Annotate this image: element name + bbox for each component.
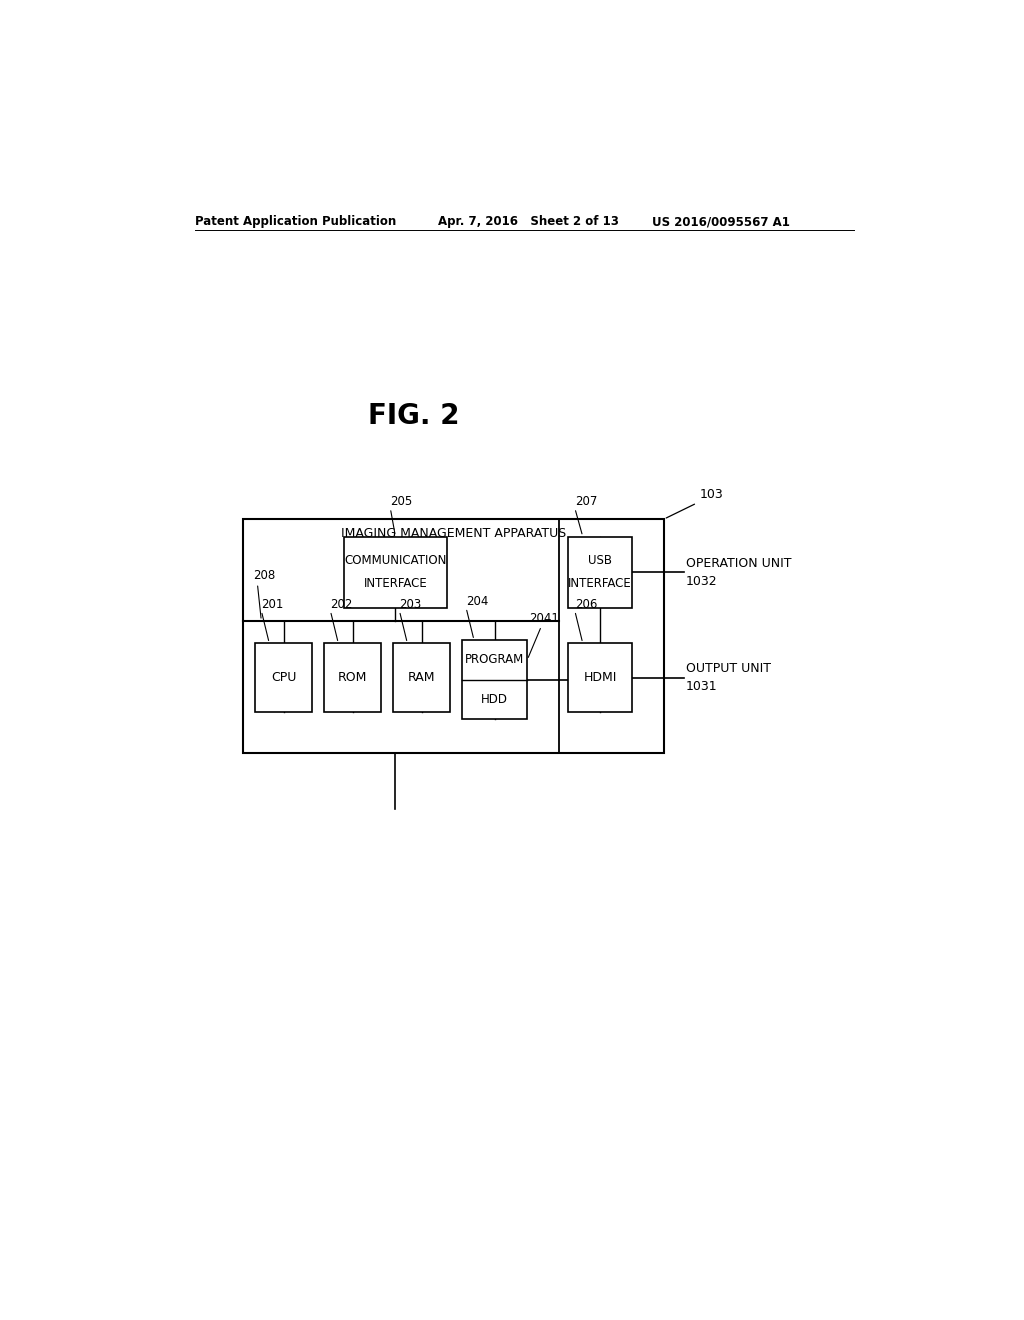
Text: Patent Application Publication: Patent Application Publication (196, 215, 396, 228)
Text: RAM: RAM (408, 672, 435, 684)
Bar (393, 643, 451, 713)
Bar (568, 643, 632, 713)
Bar (568, 536, 632, 607)
Bar (255, 643, 312, 713)
Bar (344, 536, 447, 607)
Text: 205: 205 (390, 495, 413, 508)
Text: US 2016/0095567 A1: US 2016/0095567 A1 (652, 215, 790, 228)
Text: USB: USB (588, 554, 612, 568)
Text: COMMUNICATION: COMMUNICATION (344, 554, 446, 568)
Text: FIG. 2: FIG. 2 (368, 403, 460, 430)
Text: 103: 103 (699, 488, 723, 500)
Bar (243, 519, 664, 752)
Text: 206: 206 (574, 598, 597, 611)
Text: INTERFACE: INTERFACE (364, 577, 427, 590)
Text: IMAGING MANAGEMENT APPARATUS: IMAGING MANAGEMENT APPARATUS (341, 528, 566, 540)
Text: Apr. 7, 2016   Sheet 2 of 13: Apr. 7, 2016 Sheet 2 of 13 (437, 215, 618, 228)
Text: 202: 202 (331, 598, 352, 611)
Text: 208: 208 (253, 569, 275, 582)
Text: OPERATION UNIT
1032: OPERATION UNIT 1032 (686, 557, 792, 587)
Text: HDD: HDD (481, 693, 508, 706)
Text: 203: 203 (399, 598, 422, 611)
Text: OUTPUT UNIT
1031: OUTPUT UNIT 1031 (686, 663, 771, 693)
Text: 201: 201 (261, 598, 284, 611)
Bar (324, 643, 381, 713)
Text: 2041: 2041 (528, 612, 559, 624)
Text: PROGRAM: PROGRAM (465, 652, 524, 665)
Text: INTERFACE: INTERFACE (568, 577, 632, 590)
Bar (462, 640, 527, 719)
Text: CPU: CPU (271, 672, 296, 684)
Text: 204: 204 (466, 594, 488, 607)
Text: HDMI: HDMI (584, 672, 616, 684)
Text: 207: 207 (574, 495, 597, 508)
Text: ROM: ROM (338, 672, 368, 684)
